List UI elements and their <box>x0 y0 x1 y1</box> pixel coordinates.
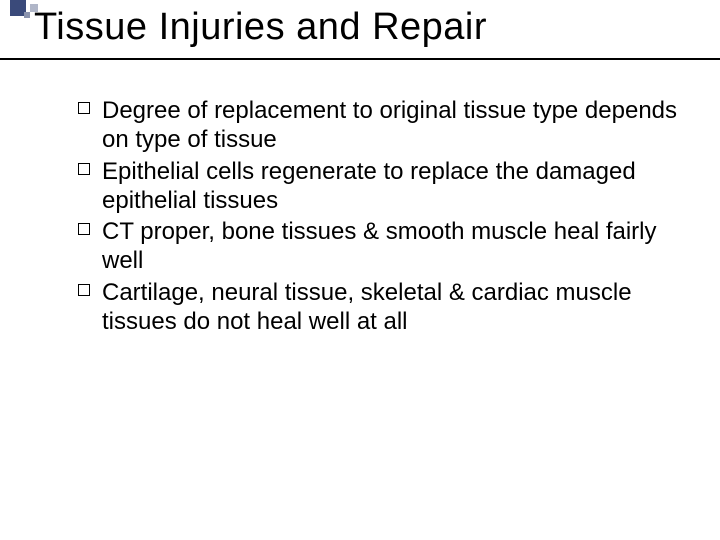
title-underline <box>0 58 720 60</box>
bullet-text: Epithelial cells regenerate to replace t… <box>102 158 636 214</box>
square-bullet-icon <box>78 102 90 114</box>
square-bullet-icon <box>78 163 90 175</box>
bullet-item: Cartilage, neural tissue, skeletal & car… <box>78 278 680 337</box>
title-area: Tissue Injuries and Repair <box>34 6 700 53</box>
bullet-text: Degree of replacement to original tissue… <box>102 97 677 153</box>
square-bullet-icon <box>78 223 90 235</box>
bullet-item: Epithelial cells regenerate to replace t… <box>78 157 680 216</box>
body-content: Degree of replacement to original tissue… <box>78 96 680 338</box>
slide: Tissue Injuries and Repair Degree of rep… <box>0 0 720 540</box>
slide-title: Tissue Injuries and Repair <box>34 6 700 49</box>
bullet-text: Cartilage, neural tissue, skeletal & car… <box>102 279 632 335</box>
bullet-item: CT proper, bone tissues & smooth muscle … <box>78 217 680 276</box>
accent-square-small <box>24 12 30 18</box>
square-bullet-icon <box>78 284 90 296</box>
bullet-item: Degree of replacement to original tissue… <box>78 96 680 155</box>
bullet-text: CT proper, bone tissues & smooth muscle … <box>102 218 656 274</box>
